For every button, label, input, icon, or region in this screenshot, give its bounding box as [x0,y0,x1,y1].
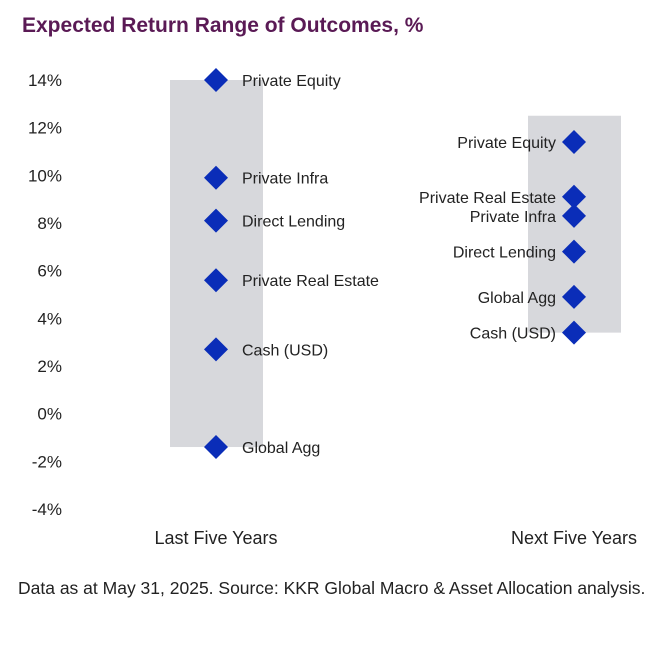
data-point-label: Global Agg [478,290,556,307]
data-point-label: Private Infra [242,171,328,188]
y-tick-label: -2% [32,452,62,471]
y-tick-label: 14% [28,71,62,90]
data-point-marker [562,320,586,345]
data-point-marker [204,208,228,233]
data-point-marker [562,129,586,154]
data-point-label: Private Equity [242,73,341,90]
data-point-marker [562,184,586,209]
category-label: Last Five Years [154,528,277,548]
y-tick-label: 10% [28,166,62,185]
y-tick-label: 4% [37,309,62,328]
data-point-label: Private Equity [457,135,556,152]
data-point-label: Private Infra [470,209,556,226]
chart-area: 14% 12% 10% 8% 6% 4% 2% 0% -2% -4% Private Equity P… [28,68,637,548]
data-point-marker [204,268,228,293]
data-point-label: Cash (USD) [470,326,556,343]
y-tick-label: 12% [28,119,62,138]
y-tick-label: 8% [37,214,62,233]
data-point-marker [204,165,228,190]
data-point-label: Global Agg [242,440,320,457]
data-point-marker [562,284,586,309]
data-point-label: Private Real Estate [419,190,556,207]
y-tick-label: 6% [37,262,62,281]
category-label: Next Five Years [511,528,637,548]
data-point-label: Cash (USD) [242,342,328,359]
y-tick-label: -4% [32,500,62,519]
range-band [170,80,263,448]
data-point-marker [204,435,228,460]
data-point-label: Direct Lending [242,214,345,231]
data-point-label: Private Real Estate [242,273,379,290]
y-tick-label: 2% [37,357,62,376]
data-point-label: Direct Lending [453,245,556,262]
data-point-marker [562,239,586,264]
data-point-marker [204,337,228,362]
chart-title: Expected Return Range of Outcomes, % [22,14,424,37]
data-point-marker [562,203,586,228]
y-tick-label: 0% [37,405,62,424]
data-point-marker [204,68,228,92]
source-note: Data as at May 31, 2025. Source: KKR Glo… [18,578,646,598]
